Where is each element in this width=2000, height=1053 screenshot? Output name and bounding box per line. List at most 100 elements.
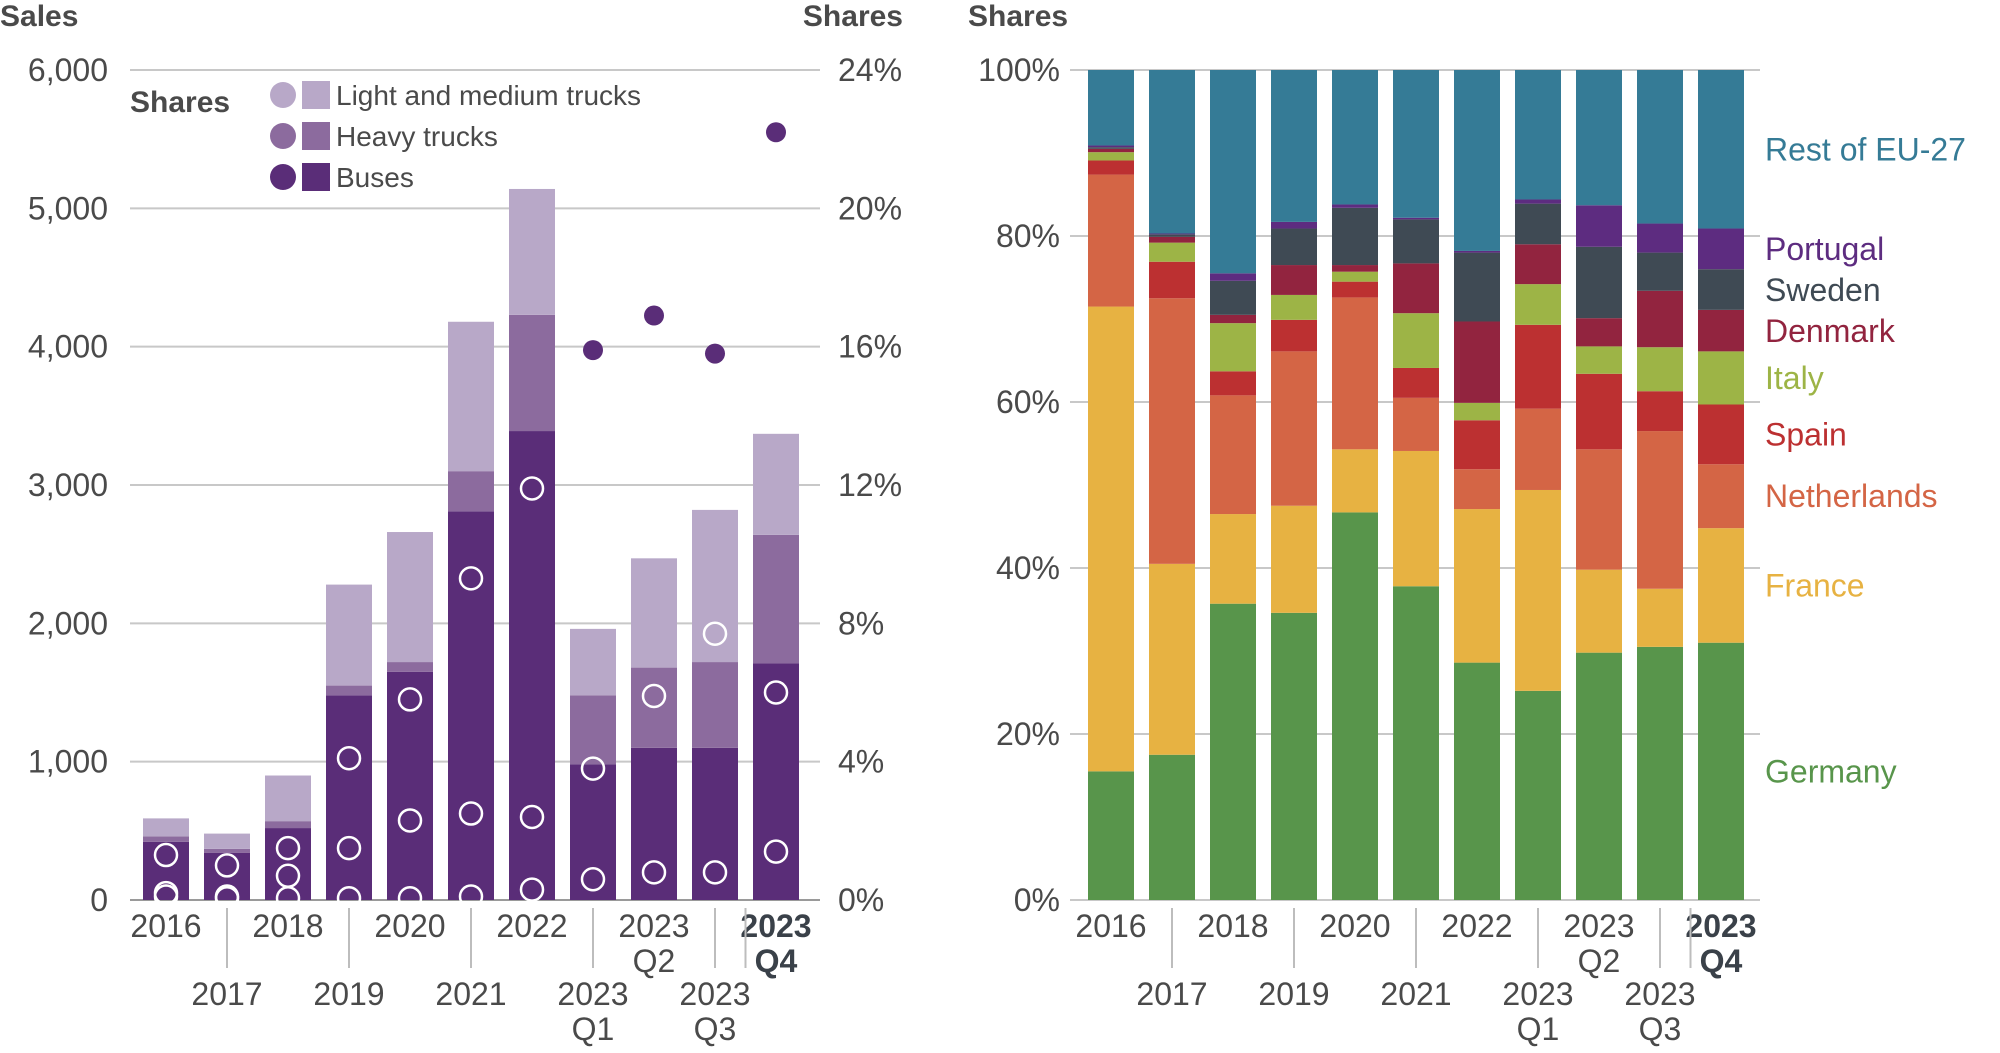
bar-segment-sweden	[1149, 234, 1195, 237]
y-tick-label: 20%	[996, 716, 1060, 752]
bar-segment-buses	[326, 695, 372, 900]
bar-segment-buses	[570, 764, 616, 900]
share-marker-heavy-trucks	[641, 860, 667, 885]
bar-segment-spain	[1698, 404, 1744, 465]
bar-segment-italy	[1576, 346, 1622, 374]
bar-segment-spain	[1149, 261, 1195, 299]
bar-segment-germany	[1515, 690, 1561, 900]
bar-segment-light-and-medium-trucks	[570, 628, 616, 696]
left-axis-title: Sales	[0, 0, 78, 33]
bar-segment-portugal	[1393, 217, 1439, 220]
share-marker-buses	[458, 566, 484, 591]
x-tick-label-sub: Q1	[1517, 1011, 1560, 1047]
bar-segment-portugal	[1454, 250, 1500, 253]
bar-segment-netherlands	[1149, 298, 1195, 564]
bar-segment-denmark	[1454, 321, 1500, 403]
bar-segment-netherlands	[1271, 351, 1317, 506]
bar-segment-buses	[143, 841, 189, 900]
x-tick-label: 2019	[313, 976, 384, 1012]
x-tick-label-sub: Q2	[1578, 943, 1621, 979]
y-tick-label-left: 4,000	[28, 329, 108, 365]
x-tick-label: 2023	[1502, 976, 1573, 1012]
bar-segment-france	[1149, 563, 1195, 755]
legend-title: Shares	[130, 86, 230, 119]
legend-swatch-circle	[270, 82, 296, 108]
share-marker-light-and-medium-trucks	[397, 808, 423, 833]
bar-segment-spain	[1454, 420, 1500, 470]
share-marker-buses	[519, 476, 545, 501]
x-tick-label-sub: Q4	[755, 943, 798, 979]
series-label-sweden: Sweden	[1765, 272, 1881, 308]
bar-segment-italy	[1515, 284, 1561, 325]
bar-segment-spain	[1637, 391, 1683, 432]
series-label-denmark: Denmark	[1765, 313, 1896, 349]
share-marker-light-and-medium-trucks	[580, 756, 606, 781]
bar-segment-denmark	[1393, 263, 1439, 314]
bar-segment-light-and-medium-trucks	[387, 532, 433, 663]
bar-segment-light-and-medium-trucks	[631, 558, 677, 668]
bar-segment-heavy-trucks	[265, 821, 311, 829]
share-marker-light-and-medium-trucks	[153, 880, 179, 906]
x-tick-label: 2021	[1380, 976, 1451, 1012]
share-marker-light-and-medium-trucks	[458, 801, 484, 826]
y-tick-label: 80%	[996, 218, 1060, 254]
bar-segment-light-and-medium-trucks	[265, 775, 311, 822]
bar-segment-buses	[753, 663, 799, 900]
share-marker-buses	[583, 340, 603, 361]
share-marker-buses	[153, 842, 179, 868]
bar-segment-germany	[1637, 646, 1683, 900]
bar-segment-portugal	[1210, 273, 1256, 281]
bar-segment-sweden	[1698, 269, 1744, 310]
bar-segment-sweden	[1393, 219, 1439, 264]
share-marker-light-and-medium-trucks	[702, 621, 728, 646]
x-tick-label-sub: Q1	[572, 1011, 615, 1047]
bar-segment-spain	[1393, 367, 1439, 398]
bar-segment-netherlands	[1515, 408, 1561, 490]
bar-segment-rest-of-eu-27	[1698, 70, 1744, 229]
bar-segment-rest-of-eu-27	[1393, 70, 1439, 218]
bar-segment-denmark	[1088, 148, 1134, 153]
bar-segment-denmark	[1149, 236, 1195, 243]
bar-segment-heavy-trucks	[387, 662, 433, 672]
x-tick-label-sub: Q4	[1700, 943, 1743, 979]
share-marker-buses	[336, 745, 362, 771]
x-tick-label: 2021	[435, 976, 506, 1012]
bar-segment-spain	[1515, 324, 1561, 409]
series-label-italy: Italy	[1765, 360, 1824, 396]
series-label-portugal: Portugal	[1765, 231, 1884, 267]
bar-segment-germany	[1271, 612, 1317, 900]
x-tick-label: 2023	[1624, 976, 1695, 1012]
bar-segment-france	[1271, 505, 1317, 613]
bar-segment-france	[1576, 569, 1622, 653]
bar-segment-heavy-trucks	[570, 695, 616, 765]
bar-segment-sweden	[1637, 252, 1683, 291]
bar-segment-light-and-medium-trucks	[692, 509, 738, 663]
y-tick-label-left: 1,000	[28, 744, 108, 780]
bar-segment-italy	[1637, 347, 1683, 392]
bar-segment-heavy-trucks	[448, 471, 494, 512]
bar-segment-italy	[1149, 242, 1195, 262]
bar-segment-denmark	[1210, 314, 1256, 324]
share-marker-buses	[397, 687, 423, 712]
bar-segment-buses	[692, 747, 738, 900]
bar-segment-denmark	[1515, 244, 1561, 285]
bar-segment-france	[1698, 528, 1744, 643]
legend-swatch-square	[302, 81, 330, 109]
y-tick-label-left: 5,000	[28, 190, 108, 226]
bar-segment-portugal	[1149, 233, 1195, 235]
share-marker-heavy-trucks	[763, 839, 789, 864]
bar-segment-denmark	[1637, 290, 1683, 348]
bar-segment-buses	[448, 511, 494, 900]
x-tick-label-sub: Q3	[694, 1011, 737, 1047]
y-tick-label-right: 0%	[838, 882, 884, 918]
x-tick-label: 2018	[1197, 908, 1268, 944]
bar-segment-light-and-medium-trucks	[204, 833, 250, 849]
y-tick-label-left: 6,000	[28, 52, 108, 88]
share-marker-buses	[766, 122, 786, 143]
share-marker-buses	[705, 343, 725, 364]
bar-segment-netherlands	[1332, 297, 1378, 450]
bar-segment-france	[1210, 514, 1256, 604]
share-marker-light-and-medium-trucks	[336, 835, 362, 861]
